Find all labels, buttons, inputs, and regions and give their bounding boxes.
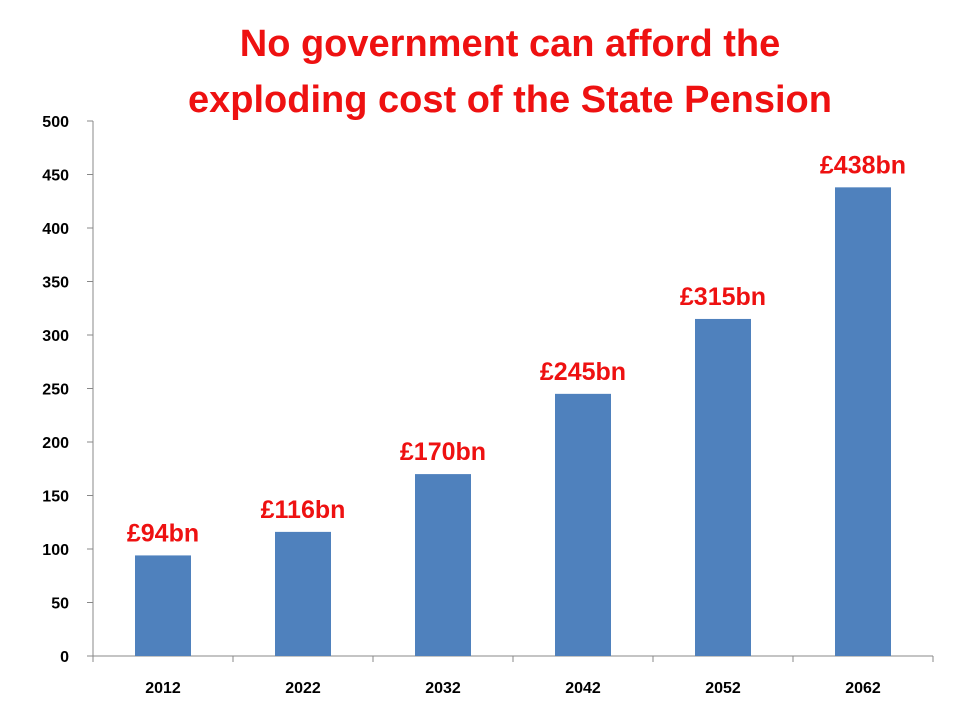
y-tick-label: 100 (42, 542, 69, 559)
y-tick-label: 150 (42, 489, 69, 506)
x-tick-label: 2032 (425, 680, 461, 697)
chart-title: No government can afford the exploding c… (0, 16, 960, 128)
bar-2042 (555, 393, 611, 656)
y-tick-label: 200 (42, 435, 69, 452)
bar-2022 (275, 531, 331, 656)
chart-title-line-1: No government can afford the (239, 23, 781, 65)
y-tick-label: 350 (42, 275, 69, 292)
x-axis: 2012 2022 2032 2042 2052 2062 (92, 655, 934, 697)
x-tick-label: 2042 (565, 680, 601, 697)
x-tick-label: 2022 (285, 680, 321, 697)
y-tick-label: 250 (42, 382, 69, 399)
bars (135, 187, 891, 656)
y-tick-label: 500 (42, 114, 69, 131)
x-tick-label: 2052 (705, 680, 741, 697)
y-axis: 0 50 100 150 200 250 300 350 400 450 500 (42, 114, 94, 666)
y-tick-label: 0 (60, 649, 69, 666)
y-tick-label: 50 (51, 596, 69, 613)
data-label-2052: £315bn (680, 283, 766, 311)
y-tick-label: 450 (42, 168, 69, 185)
bar-2052 (695, 318, 751, 656)
x-tick-label: 2012 (145, 680, 181, 697)
data-label-2062: £438bn (820, 151, 906, 179)
data-label-2012: £94bn (127, 519, 199, 547)
data-labels: £94bn £116bn £170bn £245bn £315bn £438bn (127, 151, 906, 547)
x-tick-label: 2062 (845, 680, 881, 697)
bar-2062 (835, 187, 891, 656)
chart-title-line-2: exploding cost of the State Pension (188, 79, 832, 121)
data-label-2042: £245bn (540, 358, 626, 386)
y-tick-label: 400 (42, 221, 69, 238)
data-label-2032: £170bn (400, 438, 486, 466)
y-tick-label: 300 (42, 328, 69, 345)
bar-2012 (135, 555, 191, 656)
data-label-2022: £116bn (261, 496, 346, 524)
bar-2032 (415, 474, 471, 656)
